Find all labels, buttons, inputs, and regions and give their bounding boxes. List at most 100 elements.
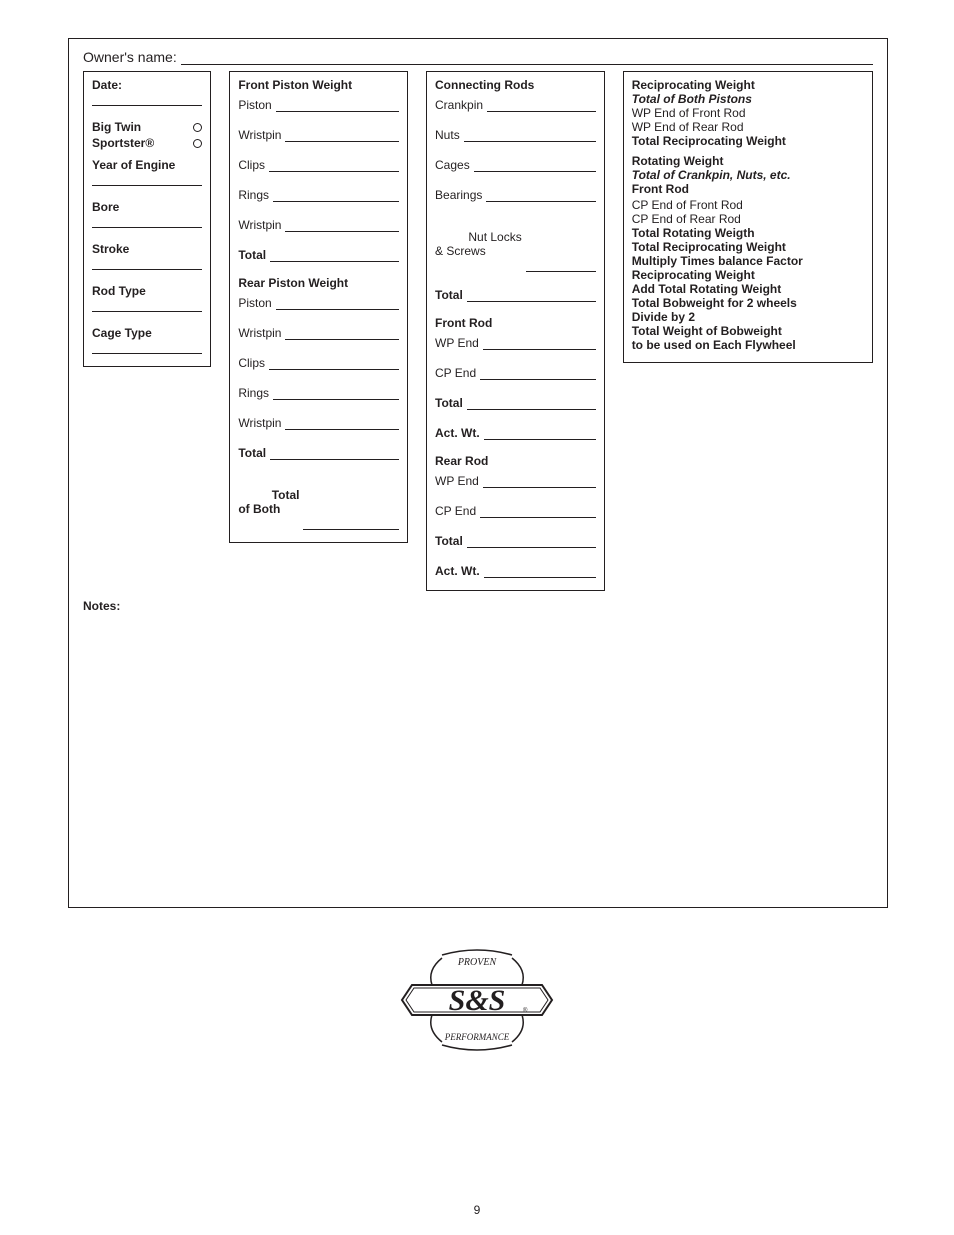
cr-total-label: Total xyxy=(435,288,463,302)
total-both-line[interactable] xyxy=(303,518,399,530)
cp-front-label: CP End of Front Rod xyxy=(632,198,743,212)
date-label: Date: xyxy=(92,78,202,92)
rp-clips-label: Clips xyxy=(238,356,265,370)
year-label: Year of Engine xyxy=(92,158,202,172)
date-input-line[interactable] xyxy=(92,92,202,106)
final-label: Total Weight of Bobweightto be used on E… xyxy=(632,324,796,352)
bearings-line[interactable] xyxy=(486,190,595,202)
rr-actwt-label: Act. Wt. xyxy=(435,564,480,578)
fp-clips-label: Clips xyxy=(238,158,265,172)
big-twin-label: Big Twin xyxy=(92,120,141,134)
logo-bottom-text: PERFORMANCE xyxy=(444,1032,510,1042)
fp-rings-line[interactable] xyxy=(273,190,399,202)
rr-total-line[interactable] xyxy=(467,536,596,548)
calculations-column: Reciprocating Weight Total of Both Pisto… xyxy=(623,71,873,363)
cages-line[interactable] xyxy=(474,160,596,172)
owner-name-input-line[interactable] xyxy=(181,51,873,65)
wp-rear-label: WP End of Rear Rod xyxy=(632,120,744,134)
rear-rod-heading: Rear Rod xyxy=(435,454,596,468)
rp-piston-line[interactable] xyxy=(276,298,399,310)
fr-cpend-label: CP End xyxy=(435,366,476,380)
cr-total-line[interactable] xyxy=(467,290,596,302)
total-recip2-label: Total Reciprocating Weight xyxy=(632,240,786,254)
bearings-label: Bearings xyxy=(435,188,482,202)
rr-wpend-line[interactable] xyxy=(483,476,596,488)
piston-weight-column: Front Piston Weight Piston Wristpin Clip… xyxy=(229,71,408,543)
nutlocks-label: Nut Locks& Screws xyxy=(435,216,522,272)
nuts-label: Nuts xyxy=(435,128,460,142)
owner-name-row: Owner's name: xyxy=(83,49,873,65)
fp-clips-line[interactable] xyxy=(269,160,399,172)
fp-wristpin2-label: Wristpin xyxy=(238,218,281,232)
year-input-line[interactable] xyxy=(92,172,202,186)
rp-total-label: Total xyxy=(238,446,266,460)
brand-logo: PROVEN S&S ® PERFORMANCE xyxy=(392,940,562,1060)
page-number: 9 xyxy=(0,1203,954,1217)
rot-heading: Rotating Weight xyxy=(632,154,864,168)
front-rod-heading: Front Rod xyxy=(435,316,596,330)
total-recip-label: Total Reciprocating Weight xyxy=(632,134,786,148)
nuts-line[interactable] xyxy=(464,130,596,142)
total-both-pistons-label: Total of Both Pistons xyxy=(632,92,752,106)
crankpin-label: Crankpin xyxy=(435,98,483,112)
rp-wristpin-line[interactable] xyxy=(285,328,399,340)
fr-total-line[interactable] xyxy=(467,398,596,410)
add-rot-label: Add Total Rotating Weight xyxy=(632,282,782,296)
fr-wpend-label: WP End xyxy=(435,336,479,350)
nutlocks-line[interactable] xyxy=(526,260,596,272)
fp-total-line[interactable] xyxy=(270,250,399,262)
total-bob-label: Total Bobweight for 2 wheels xyxy=(632,296,797,310)
engine-info-column: Date: Big Twin Sportster® Year of Engine… xyxy=(83,71,211,367)
rp-total-line[interactable] xyxy=(270,448,399,460)
wp-front-label: WP End of Front Rod xyxy=(632,106,746,120)
rod-type-label: Rod Type xyxy=(92,284,202,298)
stroke-input-line[interactable] xyxy=(92,256,202,270)
cage-type-input-line[interactable] xyxy=(92,340,202,354)
sportster-radio[interactable] xyxy=(193,139,202,148)
fr-actwt-line[interactable] xyxy=(484,428,596,440)
rp-clips-line[interactable] xyxy=(269,358,399,370)
rr-wpend-label: WP End xyxy=(435,474,479,488)
worksheet-frame: Owner's name: Date: Big Twin Sportster® … xyxy=(68,38,888,908)
sportster-label: Sportster® xyxy=(92,136,154,150)
total-both-label: Totalof Both xyxy=(238,474,299,530)
bore-input-line[interactable] xyxy=(92,214,202,228)
divide-label: Divide by 2 xyxy=(632,310,695,324)
fp-piston-line[interactable] xyxy=(276,100,399,112)
recip-heading: Reciprocating Weight xyxy=(632,78,864,92)
fr-cpend-line[interactable] xyxy=(480,368,596,380)
cp-rear-label: CP End of Rear Rod xyxy=(632,212,741,226)
bore-label: Bore xyxy=(92,200,202,214)
front-rod-sub: Front Rod xyxy=(632,182,864,196)
mult-factor-label: Multiply Times balance Factor xyxy=(632,254,803,268)
rp-wristpin2-line[interactable] xyxy=(285,418,399,430)
big-twin-row: Big Twin xyxy=(92,120,202,134)
fr-actwt-label: Act. Wt. xyxy=(435,426,480,440)
crankpin-line[interactable] xyxy=(487,100,596,112)
rod-type-input-line[interactable] xyxy=(92,298,202,312)
sportster-row: Sportster® xyxy=(92,136,202,150)
fr-wpend-line[interactable] xyxy=(483,338,596,350)
rr-actwt-line[interactable] xyxy=(484,566,596,578)
fp-wristpin-label: Wristpin xyxy=(238,128,281,142)
front-piston-heading: Front Piston Weight xyxy=(238,78,399,92)
total-rot-label: Total Rotating Weigth xyxy=(632,226,755,240)
rp-rings-line[interactable] xyxy=(273,388,399,400)
svg-text:®: ® xyxy=(523,1007,528,1014)
rp-piston-label: Piston xyxy=(238,296,271,310)
rp-rings-label: Rings xyxy=(238,386,269,400)
rr-total-label: Total xyxy=(435,534,463,548)
rp-wristpin2-label: Wristpin xyxy=(238,416,281,430)
rr-cpend-line[interactable] xyxy=(480,506,596,518)
big-twin-radio[interactable] xyxy=(193,123,202,132)
rp-wristpin-label: Wristpin xyxy=(238,326,281,340)
fp-wristpin-line[interactable] xyxy=(285,130,399,142)
connecting-rods-column: Connecting Rods Crankpin Nuts Cages Bear… xyxy=(426,71,605,591)
cages-label: Cages xyxy=(435,158,470,172)
fp-wristpin2-line[interactable] xyxy=(285,220,399,232)
conrods-heading: Connecting Rods xyxy=(435,78,596,92)
cage-type-label: Cage Type xyxy=(92,326,202,340)
recip-weight-label: Reciprocating Weight xyxy=(632,268,755,282)
owner-name-label: Owner's name: xyxy=(83,49,177,65)
fp-piston-label: Piston xyxy=(238,98,271,112)
